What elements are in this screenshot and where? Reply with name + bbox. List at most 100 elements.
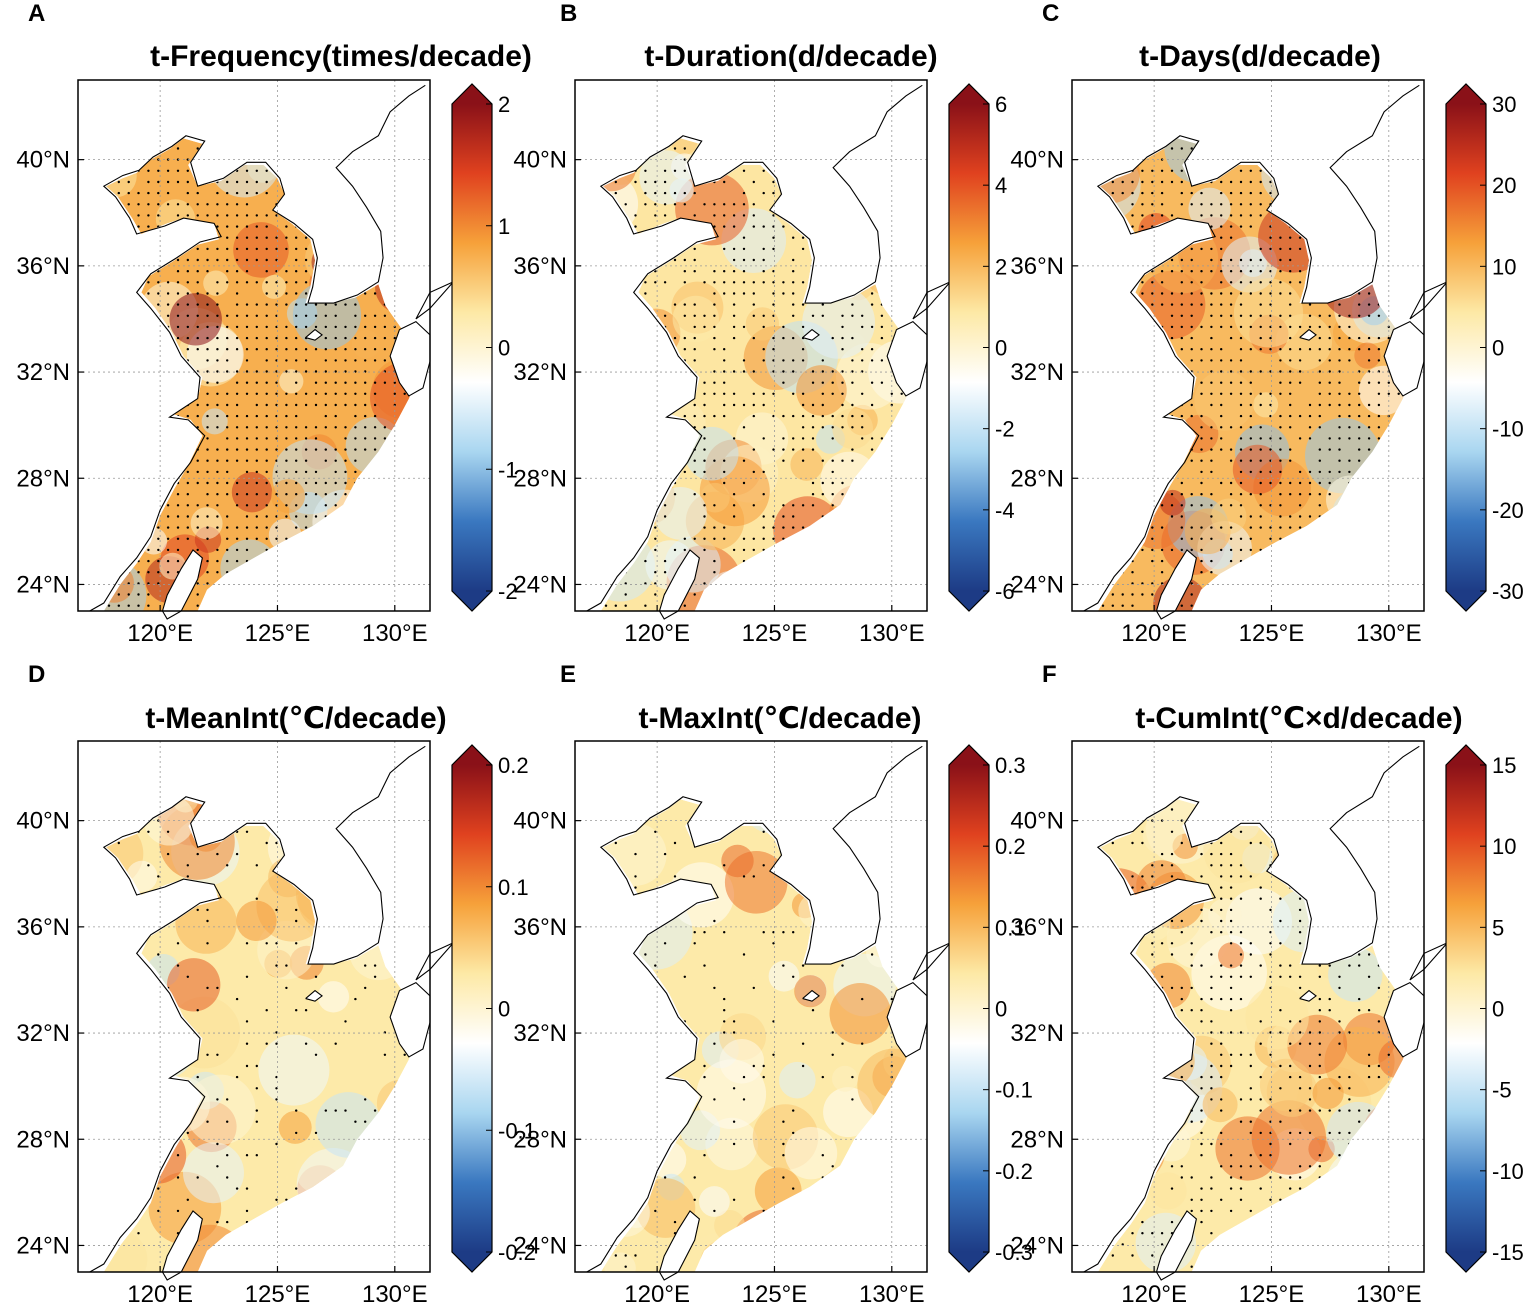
sig-dot [216,1098,218,1100]
sig-dot [1329,964,1331,966]
sig-dot [206,571,208,573]
sig-dot [216,303,218,305]
sig-dot [1141,1221,1143,1223]
sig-dot [335,404,337,406]
sig-dot [713,920,715,922]
sig-dot [187,1199,189,1201]
sig-dot [1279,448,1281,450]
sig-dot [1191,404,1193,406]
sig-dot [1200,326,1202,328]
sig-dot [1279,942,1281,944]
sig-dot [1250,1165,1252,1167]
sig-dot [822,460,824,462]
sig-dot [1141,842,1143,844]
sig-dot [1141,292,1143,294]
sig-dot [812,315,814,317]
sig-dot [1260,326,1262,328]
sig-dot [1260,348,1262,350]
sig-dot [325,303,327,305]
sig-dot [1240,181,1242,183]
sig-dot [733,259,735,261]
sig-dot [246,515,248,517]
sig-dot [236,348,238,350]
sig-dot [226,181,228,183]
sig-dot [763,225,765,227]
sig-dot [654,831,656,833]
sig-dot [1151,203,1153,205]
sig-dot [236,853,238,855]
sig-dot [1299,482,1301,484]
sig-dot [832,504,834,506]
sig-dot [206,348,208,350]
sig-dot [1210,538,1212,540]
field-patch [1253,392,1278,417]
sig-dot [1348,348,1350,350]
sig-dot [197,549,199,551]
sig-dot [802,281,804,283]
sig-dot [305,281,307,283]
sig-dot [861,348,863,350]
sig-dot [1240,1054,1242,1056]
sig-dot [625,593,627,595]
sig-dot [1260,1154,1262,1156]
sig-dot [1309,1065,1311,1067]
sig-dot [384,426,386,428]
sig-dot [295,460,297,462]
sig-dot [1319,1076,1321,1078]
colorbar-min-cap [452,591,492,611]
sig-dot [315,370,317,372]
lat-tick-label: 40°N [1010,147,1064,174]
sig-dot [1230,359,1232,361]
sig-dot [206,426,208,428]
sig-dot [1269,337,1271,339]
sig-dot [1289,1076,1291,1078]
sig-dot [1200,920,1202,922]
sig-dot [1171,303,1173,305]
sig-dot [206,382,208,384]
sig-dot [374,348,376,350]
sig-dot [167,853,169,855]
sig-dot [832,471,834,473]
sig-dot [266,259,268,261]
sig-dot [1181,203,1183,205]
sig-dot [1161,560,1163,562]
sig-dot [1171,1221,1173,1223]
sig-dot [246,437,248,439]
sig-dot [344,493,346,495]
sig-dot [305,460,307,462]
sig-dot [256,1121,258,1123]
sig-dot [295,404,297,406]
sig-dot [206,437,208,439]
sig-dot [1329,1087,1331,1089]
sig-dot [822,493,824,495]
sig-dot [285,281,287,283]
sig-dot [1250,515,1252,517]
sig-dot [206,359,208,361]
sig-dot [226,538,228,540]
sig-dot [216,493,218,495]
sig-dot [1319,471,1321,473]
sig-dot [256,370,258,372]
sig-dot [1220,526,1222,528]
sig-dot [792,237,794,239]
sig-dot [256,237,258,239]
sig-dot [315,976,317,978]
sig-dot [256,303,258,305]
sig-dot [1289,303,1291,305]
sig-dot [344,1109,346,1111]
sig-dot [1309,426,1311,428]
sig-dot [295,337,297,339]
sig-dot [1171,493,1173,495]
sig-dot [364,404,366,406]
sig-dot [1210,526,1212,528]
sig-dot [266,303,268,305]
sig-dot [861,998,863,1000]
sig-dot [644,605,646,607]
sig-dot [1220,248,1222,250]
sig-dot [275,482,277,484]
sig-dot [684,976,686,978]
sig-dot [851,1098,853,1100]
sig-dot [305,248,307,250]
sig-dot [1240,515,1242,517]
sig-dot [354,415,356,417]
